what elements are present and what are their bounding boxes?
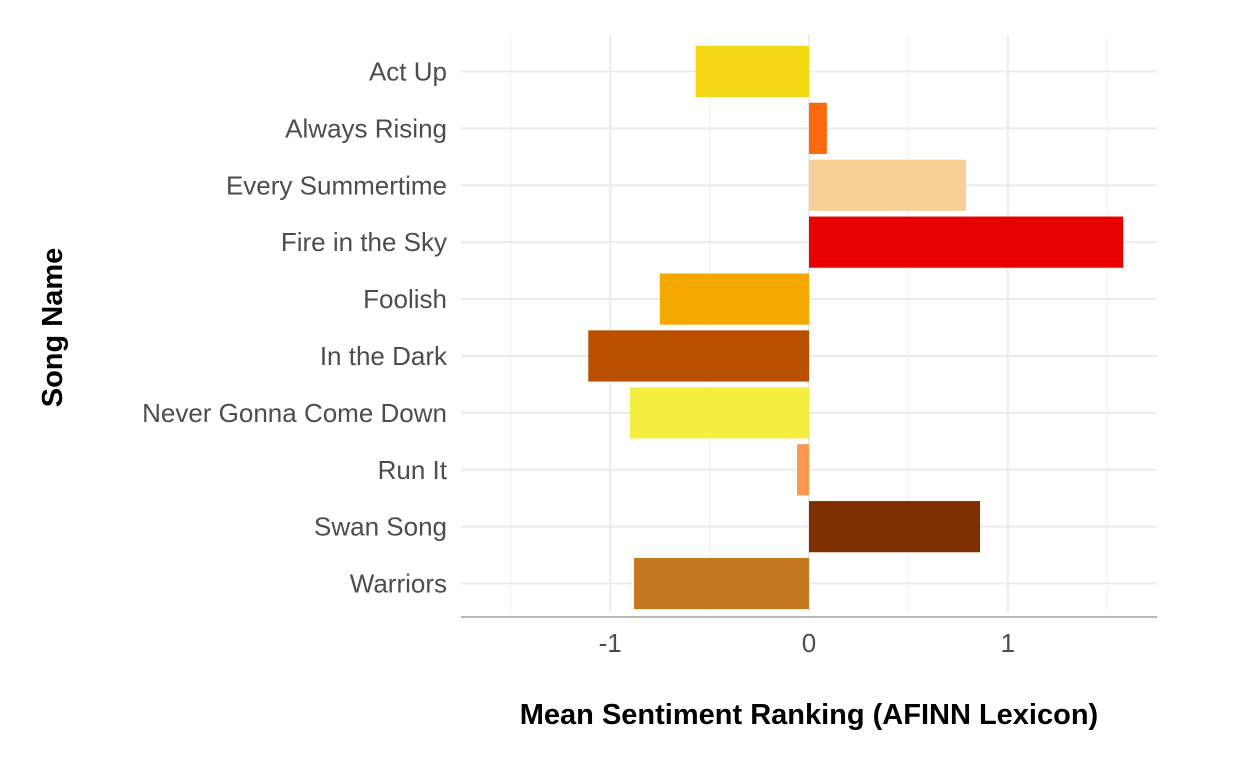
bar bbox=[809, 216, 1124, 268]
bar bbox=[588, 330, 809, 382]
y-axis-title: Song Name bbox=[37, 248, 69, 408]
y-tick-label: Every Summertime bbox=[226, 170, 447, 200]
x-axis-tick-labels: -1 0 1 bbox=[599, 628, 1016, 658]
x-axis-title: Mean Sentiment Ranking (AFINN Lexicon) bbox=[520, 699, 1098, 731]
y-tick-label: Always Rising bbox=[285, 113, 447, 143]
bar bbox=[797, 444, 809, 496]
y-tick-label: Never Gonna Come Down bbox=[142, 398, 447, 428]
y-tick-label: Warriors bbox=[350, 569, 447, 599]
y-tick-label: Fire in the Sky bbox=[281, 227, 447, 257]
y-tick-label: In the Dark bbox=[320, 341, 448, 371]
y-tick-label: Act Up bbox=[369, 56, 447, 86]
bar bbox=[634, 557, 809, 610]
y-tick-label: Foolish bbox=[363, 284, 447, 314]
x-tick-label: 0 bbox=[802, 628, 816, 658]
bar bbox=[630, 387, 809, 439]
bar bbox=[809, 159, 967, 211]
y-tick-label: Run It bbox=[378, 455, 448, 485]
x-tick-label: -1 bbox=[599, 628, 622, 658]
bars bbox=[588, 45, 1124, 610]
y-tick-label: Swan Song bbox=[314, 512, 447, 542]
bar bbox=[809, 102, 827, 154]
bar bbox=[695, 45, 809, 98]
bar bbox=[809, 501, 981, 553]
bar bbox=[659, 273, 809, 325]
y-axis-category-labels: Act Up Always Rising Every Summertime Fire … bbox=[142, 56, 448, 598]
x-tick-label: 1 bbox=[1001, 628, 1015, 658]
